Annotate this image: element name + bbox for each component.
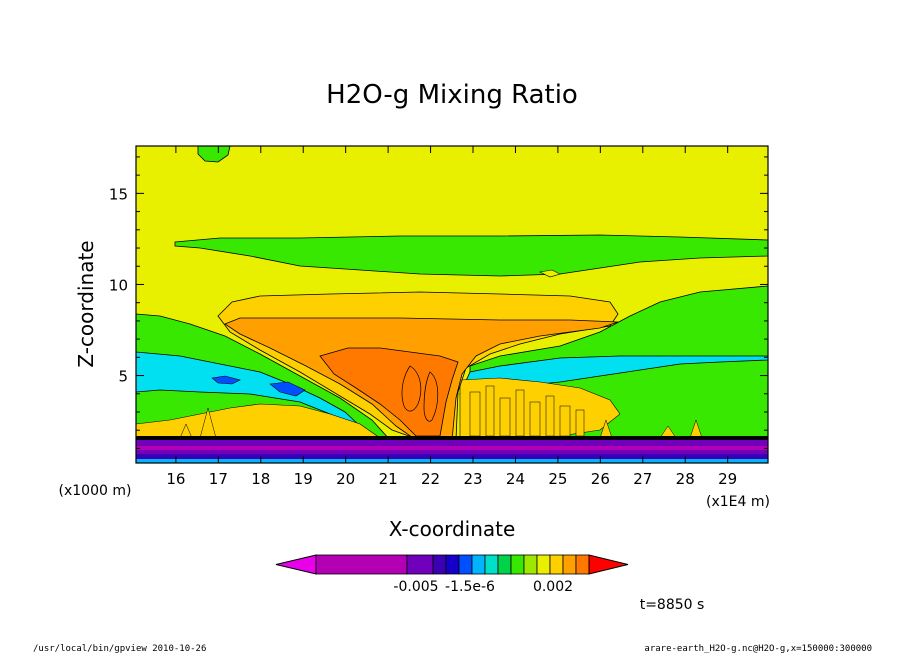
colorbar-segment: [315, 554, 408, 575]
colorbar-segment: [471, 554, 486, 575]
colorbar-segment: [432, 554, 447, 575]
turbulent-cells: [469, 385, 585, 437]
colorbar-segment: [549, 554, 564, 575]
x-tick-label: 23: [463, 470, 482, 488]
low-level-spikes: [179, 407, 703, 439]
boundary-band: [136, 446, 768, 450]
time-label: t=8850 s: [640, 597, 705, 613]
colorbar-segment: [588, 554, 629, 575]
boundary-band: [136, 440, 768, 446]
colorbar-segment: [575, 554, 590, 575]
blue-pocket-mid: [269, 381, 306, 397]
colorbar-label: -1.5e-6: [445, 579, 495, 595]
green-band-upper: [174, 234, 768, 277]
footer-right: arare-earth_H2O-g.nc@H2O-g,x=150000:3000…: [644, 644, 872, 654]
colorbar-segment: [458, 554, 473, 575]
colorbar-segment: [510, 554, 525, 575]
x-axis: 16 17 18 19 20 21 22 23 24 25 26 27 28 29: [166, 146, 737, 488]
x-tick-label: 18: [251, 470, 270, 488]
x-tick-label: 20: [336, 470, 355, 488]
y-tick-label: 10: [109, 276, 128, 294]
colorbar-segment: [484, 554, 499, 575]
x-tick-label: 25: [548, 470, 567, 488]
core-contour: [401, 365, 422, 412]
colorbar-label: -0.005: [393, 579, 438, 595]
green-blob-top: [197, 146, 231, 163]
colorbar-segment: [523, 554, 538, 575]
colorbar-label: 0.002: [533, 579, 573, 595]
colorbar-segment: [406, 554, 434, 575]
colorbar-segment: [497, 554, 512, 575]
x-axis-unit: (x1E4 m): [706, 494, 770, 510]
x-tick-label: 19: [294, 470, 313, 488]
x-axis-title: X-coordinate: [389, 517, 516, 541]
x-tick-label: 26: [591, 470, 610, 488]
x-tick-label: 22: [421, 470, 440, 488]
y-axis-title: Z-coordinate: [74, 240, 98, 367]
colorbar-segment: [536, 554, 551, 575]
plot-area: [136, 146, 768, 463]
footer-left: /usr/local/bin/gpview 2010-10-26: [33, 644, 206, 654]
x-tick-label: 28: [676, 470, 695, 488]
x-tick-label: 27: [633, 470, 652, 488]
updraft-core: [319, 347, 459, 437]
boundary-band: [136, 450, 768, 454]
chart-title: H2O-g Mixing Ratio: [326, 80, 578, 110]
colorbar-segment: [275, 554, 317, 575]
y-axis: 5 10 15: [109, 156, 768, 449]
colorbar: [275, 554, 629, 575]
y-tick-label: 15: [109, 185, 128, 203]
small-cell-upper-right: [539, 269, 561, 278]
y-axis-unit: (x1000 m): [59, 483, 132, 499]
x-tick-label: 16: [166, 470, 185, 488]
colorbar-segment: [445, 554, 460, 575]
x-tick-label: 21: [379, 470, 398, 488]
boundary-band: [136, 459, 768, 463]
colorbar-segment: [562, 554, 577, 575]
x-tick-label: 29: [718, 470, 737, 488]
boundary-black-line: [136, 436, 768, 440]
x-tick-label: 24: [506, 470, 525, 488]
plot-frame: [135, 145, 769, 464]
core-contour: [423, 371, 439, 422]
blue-pocket-left: [211, 375, 241, 385]
y-tick-label: 5: [118, 368, 128, 386]
colorbar-labels: -0.005 -1.5e-6 0.002: [393, 579, 573, 595]
boundary-band: [136, 454, 768, 459]
x-tick-label: 17: [209, 470, 228, 488]
